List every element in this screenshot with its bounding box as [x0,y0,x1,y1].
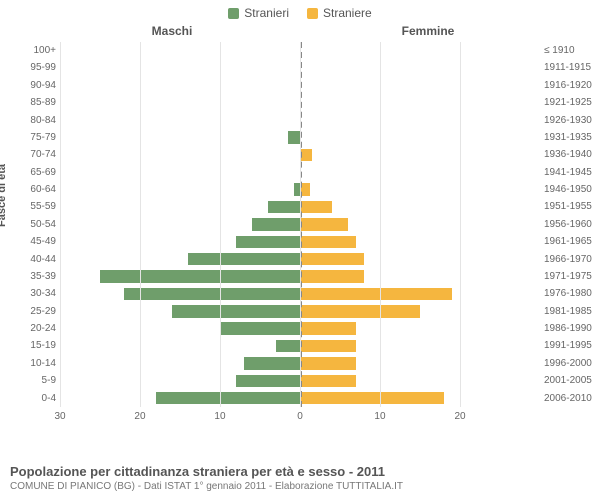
bar-male [220,322,300,335]
birth-label: 1981-1985 [544,303,596,320]
bar-male [172,305,300,318]
birth-label: 1931-1935 [544,129,596,146]
bar-female [300,357,356,370]
age-label: 60-64 [12,181,56,198]
gridline [140,42,141,407]
footer: Popolazione per cittadinanza straniera p… [10,464,590,492]
gridline [300,42,301,407]
birth-label: 1951-1955 [544,198,596,215]
column-header-male: Maschi [52,24,292,38]
bar-female [300,392,444,405]
bar-female [300,322,356,335]
bar-male [188,253,300,266]
x-tick: 10 [374,411,385,422]
plot-area [60,42,540,407]
legend: Stranieri Straniere [0,0,600,20]
age-label: 85-89 [12,94,56,111]
birth-label: 1911-1915 [544,59,596,76]
swatch-male [228,8,239,19]
bar-female [300,218,348,231]
bar-male [276,340,300,353]
age-label: 65-69 [12,164,56,181]
bar-female [300,201,332,214]
age-label: 0-4 [12,390,56,407]
age-label: 5-9 [12,372,56,389]
x-tick: 30 [54,411,65,422]
bar-female [300,270,364,283]
footer-title: Popolazione per cittadinanza straniera p… [10,464,590,479]
swatch-female [307,8,318,19]
x-tick: 20 [134,411,145,422]
age-label: 25-29 [12,303,56,320]
age-label: 15-19 [12,337,56,354]
legend-item-female: Straniere [307,6,372,20]
column-header-female: Femmine [308,24,548,38]
birth-label: 1996-2000 [544,355,596,372]
age-label: 70-74 [12,146,56,163]
gridline [380,42,381,407]
age-label: 100+ [12,42,56,59]
birth-label: 1976-1980 [544,285,596,302]
bar-male [100,270,300,283]
bar-female [300,288,452,301]
age-label: 95-99 [12,59,56,76]
gridline [220,42,221,407]
bar-male [288,131,300,144]
y-axis-right: ≤ 19101911-19151916-19201921-19251926-19… [544,42,596,407]
bar-female [300,375,356,388]
birth-label: ≤ 1910 [544,42,596,59]
age-label: 40-44 [12,251,56,268]
bar-male [244,357,300,370]
age-label: 30-34 [12,285,56,302]
birth-label: 1956-1960 [544,216,596,233]
legend-item-male: Stranieri [228,6,289,20]
age-label: 80-84 [12,112,56,129]
birth-label: 1971-1975 [544,268,596,285]
age-label: 45-49 [12,233,56,250]
birth-label: 1941-1945 [544,164,596,181]
age-label: 35-39 [12,268,56,285]
bar-female [300,236,356,249]
x-axis: 30201001020 [60,411,540,427]
x-tick: 20 [454,411,465,422]
age-label: 20-24 [12,320,56,337]
legend-label-female: Straniere [323,6,372,20]
bar-male [236,375,300,388]
birth-label: 1926-1930 [544,112,596,129]
birth-label: 2006-2010 [544,390,596,407]
bar-male [156,392,300,405]
birth-label: 1966-1970 [544,251,596,268]
age-label: 50-54 [12,216,56,233]
footer-subtitle: COMUNE DI PIANICO (BG) - Dati ISTAT 1° g… [10,481,590,492]
age-label: 75-79 [12,129,56,146]
age-label: 55-59 [12,198,56,215]
bar-male [124,288,300,301]
y-axis-left: 100+95-9990-9485-8980-8475-7970-7465-696… [12,42,56,407]
birth-label: 1921-1925 [544,94,596,111]
gridline [60,42,61,407]
birth-label: 1961-1965 [544,233,596,250]
x-tick: 0 [297,411,303,422]
age-label: 10-14 [12,355,56,372]
bar-male [268,201,300,214]
y-axis-title-left: Fasce di età [0,164,8,227]
birth-label: 1991-1995 [544,337,596,354]
birth-label: 1916-1920 [544,77,596,94]
bar-female [300,340,356,353]
birth-label: 2001-2005 [544,372,596,389]
bar-male [252,218,300,231]
age-label: 90-94 [12,77,56,94]
gridline [460,42,461,407]
bar-female [300,253,364,266]
bar-male [236,236,300,249]
legend-label-male: Stranieri [244,6,289,20]
birth-label: 1986-1990 [544,320,596,337]
birth-label: 1946-1950 [544,181,596,198]
x-tick: 10 [214,411,225,422]
bar-female [300,305,420,318]
birth-label: 1936-1940 [544,146,596,163]
chart-area: Maschi Femmine Fasce di età Anni di nasc… [60,24,540,429]
